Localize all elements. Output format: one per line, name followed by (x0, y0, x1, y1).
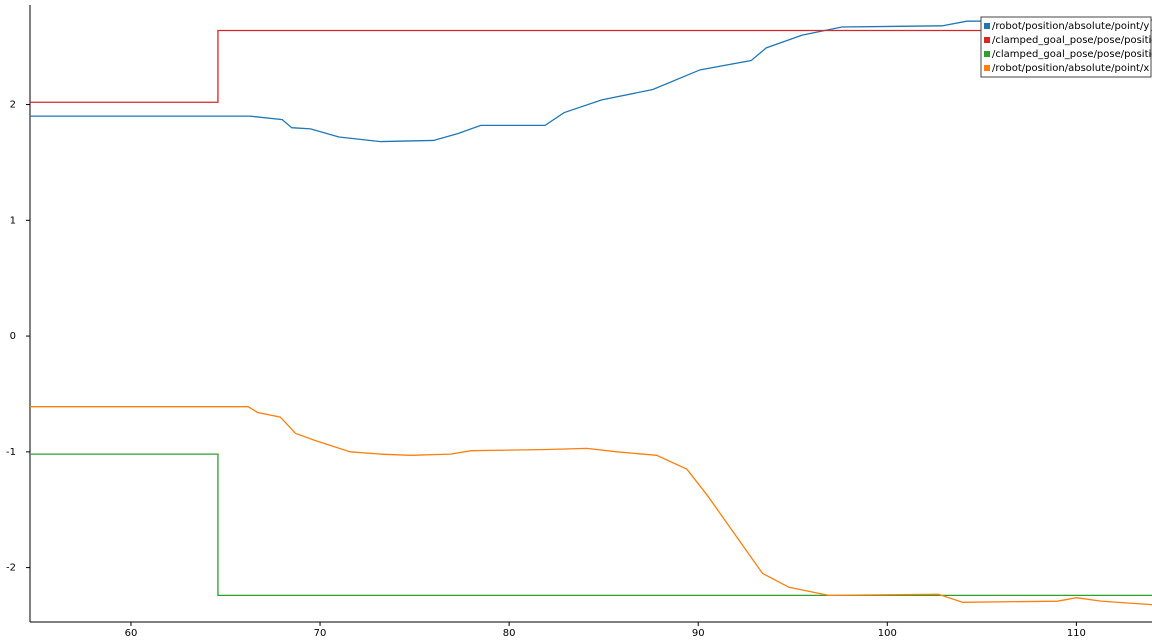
legend-swatch (984, 37, 990, 43)
legend-box (980, 16, 1152, 78)
y-tick-label: 0 (10, 331, 16, 342)
x-tick-label: 60 (125, 628, 138, 639)
series-line (30, 29, 1152, 103)
x-tick-label: 90 (692, 628, 705, 639)
x-tick-label: 110 (1067, 628, 1086, 639)
legend-swatch (984, 23, 990, 29)
legend-label: /robot/position/absolute/point/y (992, 21, 1149, 32)
y-tick-label: -1 (6, 447, 16, 458)
legend-label: /clamped_goal_pose/pose/position/y (992, 35, 1152, 46)
x-tick-label: 100 (878, 628, 897, 639)
series-line (30, 453, 1152, 597)
series-line (30, 406, 1152, 606)
legend-label: /robot/position/absolute/point/x (992, 63, 1149, 74)
legend-swatch (984, 51, 990, 57)
x-tick-label: 80 (503, 628, 516, 639)
y-tick-label: 1 (10, 215, 16, 226)
x-tick-label: 70 (314, 628, 327, 639)
legend-label: /clamped_goal_pose/pose/position/x (992, 49, 1152, 60)
y-tick-label: -2 (6, 563, 16, 574)
legend-swatch (984, 65, 990, 71)
y-tick-label: 2 (10, 100, 16, 111)
